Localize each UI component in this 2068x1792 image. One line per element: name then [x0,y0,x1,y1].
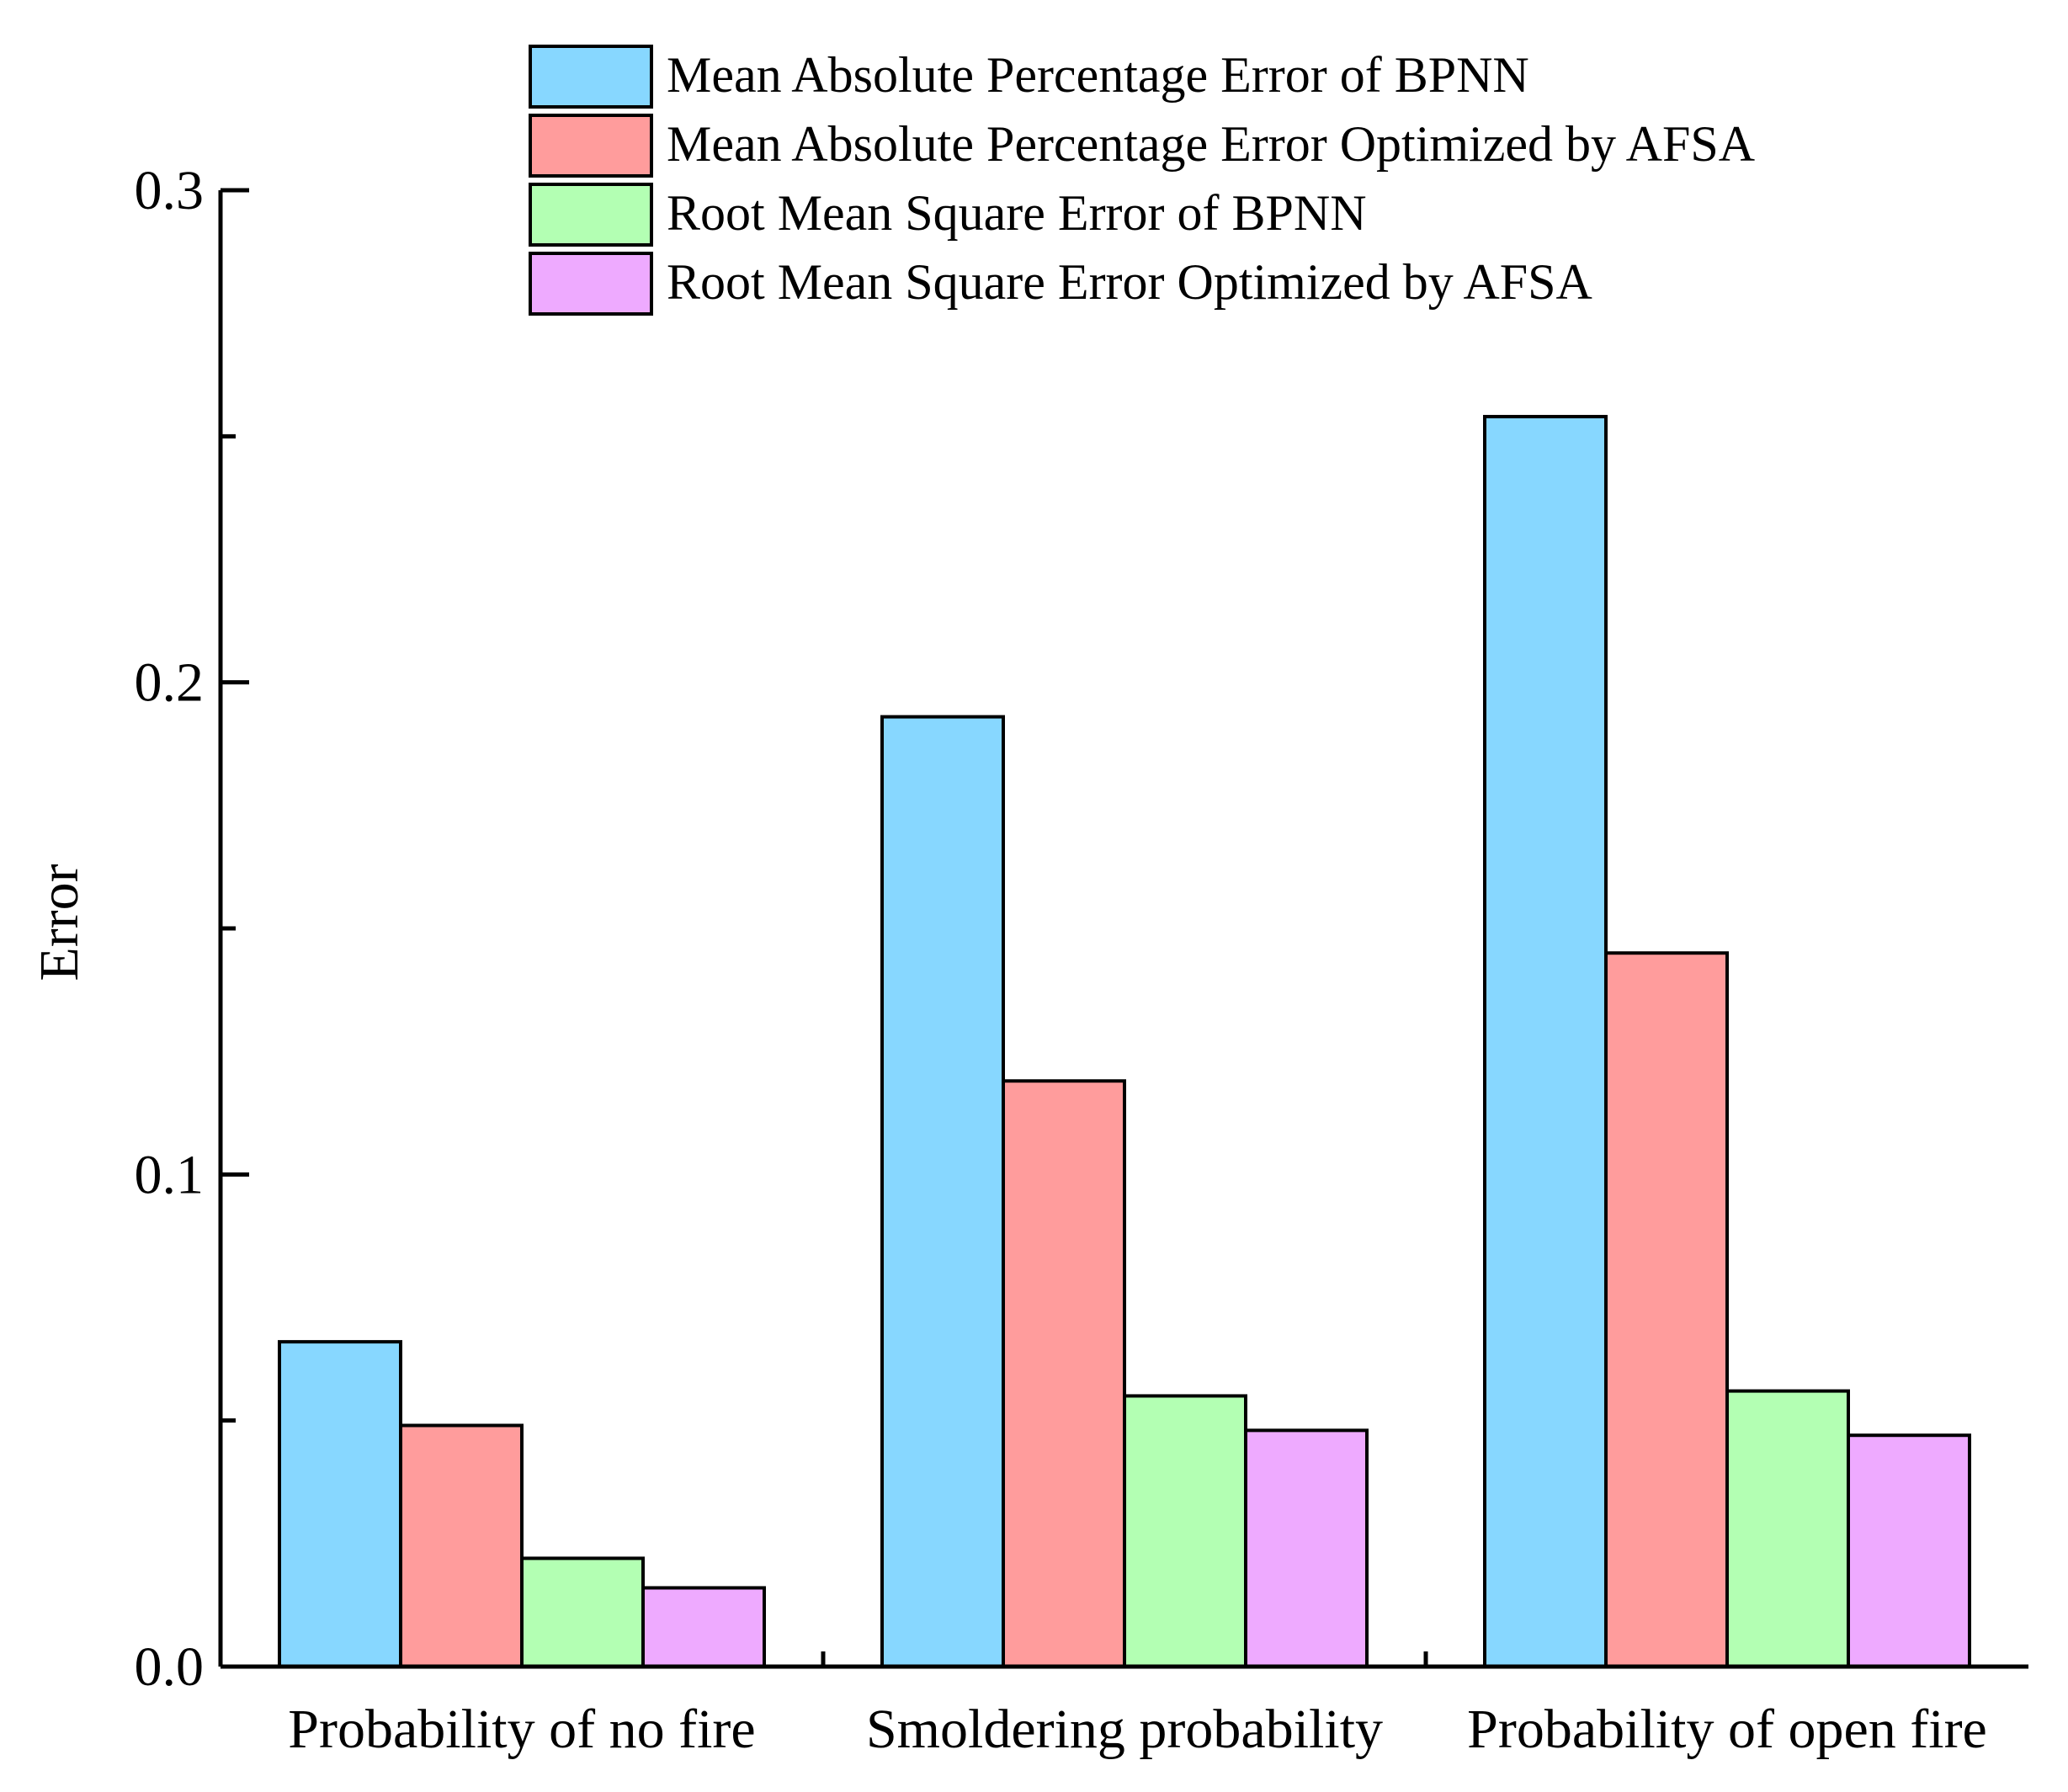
y-axis-title: Error [29,864,90,981]
bar-1-series-4 [641,1586,766,1669]
legend-swatch [529,114,653,178]
x-category-label: Probability of open fire [1467,1699,1987,1760]
legend-label: Root Mean Square Error of BPNN [667,185,1367,241]
legend-label: Mean Absolute Percentage Error of BPNN [667,47,1529,103]
bar-1-series-1 [278,1340,402,1668]
legend-swatch [529,252,653,316]
legend-label: Root Mean Square Error Optimized by AFSA [667,254,1592,310]
legend-label: Mean Absolute Percentage Error Optimized… [667,116,1755,172]
x-category-label: Smoldering probability [866,1699,1383,1760]
bars-group [278,414,1971,1669]
bar-2-series-3 [1123,1394,1247,1669]
bar-2-series-4 [1244,1428,1369,1668]
bar-2-series-2 [1002,1079,1126,1669]
bar-1-series-2 [399,1423,524,1668]
y-tick-label: 0.1 [135,1144,205,1205]
ticks-group: 0.0 0.1 0.2 0.3 Probability of no fire Smolde… [135,160,1987,1760]
y-tick-label: 0.2 [135,652,205,714]
bar-3-series-3 [1725,1389,1850,1668]
bar-2-series-1 [880,715,1005,1668]
legend-swatch [529,183,653,247]
bar-3-series-2 [1604,951,1729,1668]
x-category-label: Probability of no fire [288,1699,755,1760]
y-tick-label: 0.0 [135,1636,205,1698]
legend: Mean Absolute Percentage Error of BPNN Me… [529,45,1755,316]
bar-1-series-3 [520,1556,645,1668]
bar-3-series-1 [1483,414,1608,1668]
bar-3-series-4 [1847,1433,1971,1668]
legend-swatch [529,45,653,109]
y-tick-label: 0.3 [135,160,205,221]
